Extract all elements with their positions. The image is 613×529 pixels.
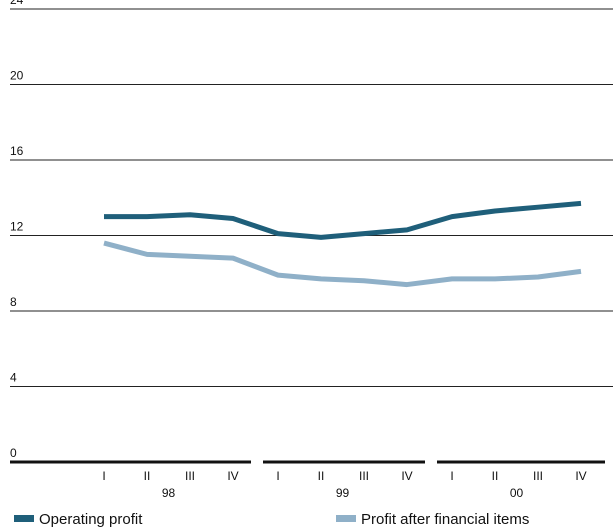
data-line (104, 200, 582, 240)
y-tick-label: 0 (10, 446, 17, 460)
group-label: 99 (336, 486, 350, 500)
x-tick-label: IV (401, 469, 412, 483)
group-label: 00 (510, 486, 524, 500)
x-tick-label: III (533, 469, 543, 483)
y-tick-label: 16 (10, 144, 24, 158)
x-tick-label: I (450, 469, 453, 483)
x-tick-label: II (492, 469, 499, 483)
group-label: 98 (162, 486, 176, 500)
x-tick-label: IV (227, 469, 238, 483)
x-tick-label: IV (575, 469, 586, 483)
data-line (103, 240, 582, 288)
y-tick-label: 20 (10, 69, 24, 83)
x-tick-label: II (318, 469, 325, 483)
x-tick-label: III (359, 469, 369, 483)
y-tick-label: 8 (10, 295, 17, 309)
legend-swatch (14, 515, 34, 522)
y-tick-label: 4 (10, 371, 17, 385)
legend-label: Operating profit (39, 511, 143, 528)
x-tick-label: III (185, 469, 195, 483)
x-tick-label: I (102, 469, 105, 483)
legend-label: Profit after financial items (361, 511, 529, 528)
x-tick-label: I (276, 469, 279, 483)
y-tick-label: 24 (10, 0, 24, 7)
legend-swatch (336, 515, 356, 522)
x-tick-label: II (144, 469, 151, 483)
y-tick-label: 12 (10, 220, 24, 234)
